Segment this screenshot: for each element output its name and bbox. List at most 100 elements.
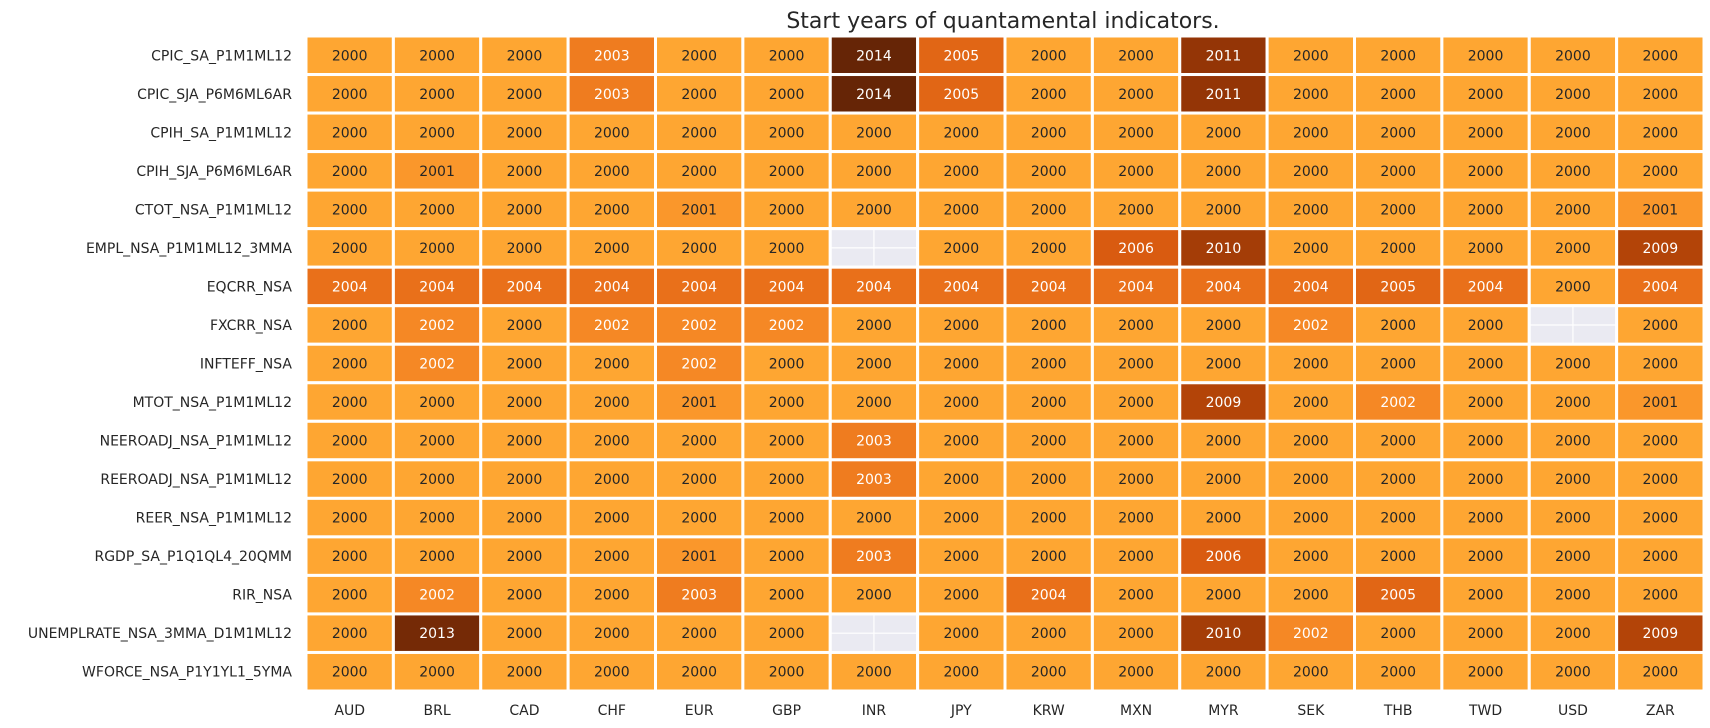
heatmap-cell-value: 2000 (1031, 472, 1067, 488)
column-label: BRL (423, 703, 450, 719)
heatmap-cell-value: 2000 (856, 202, 892, 218)
heatmap-cell-value: 2000 (943, 357, 979, 373)
heatmap-cell-value: 2004 (1031, 588, 1067, 604)
heatmap-cell-value: 2000 (594, 164, 630, 180)
heatmap-cell (1527, 188, 1619, 231)
heatmap-cell-value: 2000 (769, 395, 805, 411)
heatmap-cell-value: 2000 (1468, 318, 1504, 334)
heatmap-cell-value: 2000 (856, 588, 892, 604)
heatmap-cell-value: 2000 (769, 202, 805, 218)
heatmap-cell-value: 2000 (1555, 164, 1591, 180)
heatmap-cell (1003, 265, 1094, 308)
heatmap-cell (1615, 111, 1706, 154)
heatmap-cell-value: 2000 (1206, 202, 1242, 218)
heatmap-cell (304, 496, 395, 539)
heatmap-cell-value: 2006 (1206, 549, 1242, 565)
heatmap-cell-value: 2000 (769, 434, 805, 450)
heatmap-cell-value: 2000 (1555, 395, 1591, 411)
heatmap-cell-value: 2009 (1642, 241, 1678, 257)
heatmap-cell (304, 304, 395, 346)
heatmap-cell-value: 2001 (681, 549, 717, 565)
heatmap-cell-value: 2002 (419, 318, 455, 334)
heatmap-cell-value: 2000 (856, 395, 892, 411)
heatmap-cell-value: 2009 (1642, 626, 1678, 642)
heatmap-cell (741, 265, 832, 308)
heatmap-cell-value: 2000 (507, 241, 543, 257)
heatmap-cell-value: 2000 (1031, 665, 1067, 681)
heatmap-cell-value: 2000 (1118, 472, 1154, 488)
row-labels: CPIC_SA_P1M1ML12 CPIC_SJA_P6M6ML6AR CPIH_S… (28, 48, 293, 680)
heatmap-cell-value: 2000 (943, 202, 979, 218)
heatmap-cell-value: 2000 (681, 241, 717, 257)
heatmap-cell-value: 2004 (594, 279, 630, 295)
heatmap-cell-value: 2004 (332, 279, 368, 295)
heatmap-cell-value: 2000 (769, 87, 805, 103)
column-label: SEK (1297, 703, 1325, 719)
heatmap-cell-value: 2000 (419, 395, 455, 411)
heatmap-cell (479, 573, 570, 616)
heatmap-cell-value: 2000 (332, 241, 368, 257)
heatmap-cell (1353, 342, 1444, 385)
heatmap-cell-value: 2000 (769, 472, 805, 488)
column-labels: AUD BRL CAD CHF EUR GBP INR JPY KRW MXN MYR SEK THB T… (334, 703, 1675, 719)
heatmap-cell-value: 2000 (419, 48, 455, 64)
heatmap-cell (654, 304, 745, 346)
heatmap-cell (741, 419, 832, 462)
heatmap-cell-value: 2000 (856, 511, 892, 527)
heatmap-cell-value: 2000 (1118, 434, 1154, 450)
row-label: RGDP_SA_P1Q1QL4_20QMM (94, 549, 292, 565)
heatmap-cell-value: 2005 (943, 87, 979, 103)
heatmap-cell-value: 2000 (1642, 549, 1678, 565)
heatmap-cell-value: 2000 (1642, 434, 1678, 450)
heatmap-cell-value: 2000 (1031, 125, 1067, 141)
heatmap-cell-value: 2000 (1031, 241, 1067, 257)
heatmap-cell-value: 2000 (1293, 665, 1329, 681)
heatmap-cell (1440, 188, 1531, 231)
heatmap-cell-value: 2000 (769, 357, 805, 373)
row-label: EQCRR_NSA (207, 279, 293, 295)
heatmap-cell-value: 2000 (681, 626, 717, 642)
column-label: MYR (1208, 703, 1239, 719)
heatmap-cell-value: 2004 (943, 279, 979, 295)
heatmap-cell (1178, 73, 1269, 115)
heatmap-cell (391, 496, 483, 539)
heatmap-cell-value: 2000 (419, 125, 455, 141)
heatmap-cell-value: 2000 (1468, 472, 1504, 488)
heatmap-cell-value: 2000 (332, 357, 368, 373)
heatmap-cell (304, 458, 395, 500)
heatmap-cell-value: 2005 (1380, 588, 1416, 604)
heatmap-cell-value: 2000 (1206, 125, 1242, 141)
heatmap-cell-value: 2000 (1118, 125, 1154, 141)
heatmap-cell (1265, 265, 1356, 308)
heatmap-cell-value: 2000 (943, 588, 979, 604)
heatmap-cell-value: 2004 (1206, 279, 1242, 295)
column-label: THB (1383, 703, 1413, 719)
heatmap-cell-value: 2000 (1206, 472, 1242, 488)
heatmap-cell-value: 2000 (769, 626, 805, 642)
row-label: MTOT_NSA_P1M1ML12 (133, 395, 292, 411)
heatmap-cell (391, 650, 483, 693)
heatmap-cell-value: 2000 (1031, 164, 1067, 180)
heatmap-cell (741, 150, 832, 192)
heatmap-cell (1615, 612, 1706, 654)
heatmap-cell-value: 2000 (1642, 87, 1678, 103)
heatmap-cell-value: 2000 (769, 48, 805, 64)
heatmap-cell-value: 2000 (1468, 511, 1504, 527)
column-label: EUR (685, 703, 714, 719)
heatmap-cell (1090, 381, 1182, 423)
heatmap-cell-value: 2000 (1118, 549, 1154, 565)
heatmap-cell-value: 2000 (594, 472, 630, 488)
heatmap-cell (1353, 150, 1444, 192)
heatmap-cell-value: 2000 (769, 511, 805, 527)
heatmap-cell-value: 2000 (507, 164, 543, 180)
row-label: CTOT_NSA_P1M1ML12 (135, 202, 292, 218)
heatmap-cell-value: 2000 (1380, 434, 1416, 450)
heatmap-cell-missing (828, 227, 920, 269)
heatmap-cell (916, 458, 1007, 500)
heatmap-cells: 2000 2000 2000 2003 2000 2000 2014 2005 2000 2000… (304, 34, 1706, 693)
heatmap-cell (741, 573, 832, 616)
heatmap-cell (1353, 188, 1444, 231)
heatmap-cell (1353, 496, 1444, 539)
heatmap-cell-value: 2000 (1206, 511, 1242, 527)
